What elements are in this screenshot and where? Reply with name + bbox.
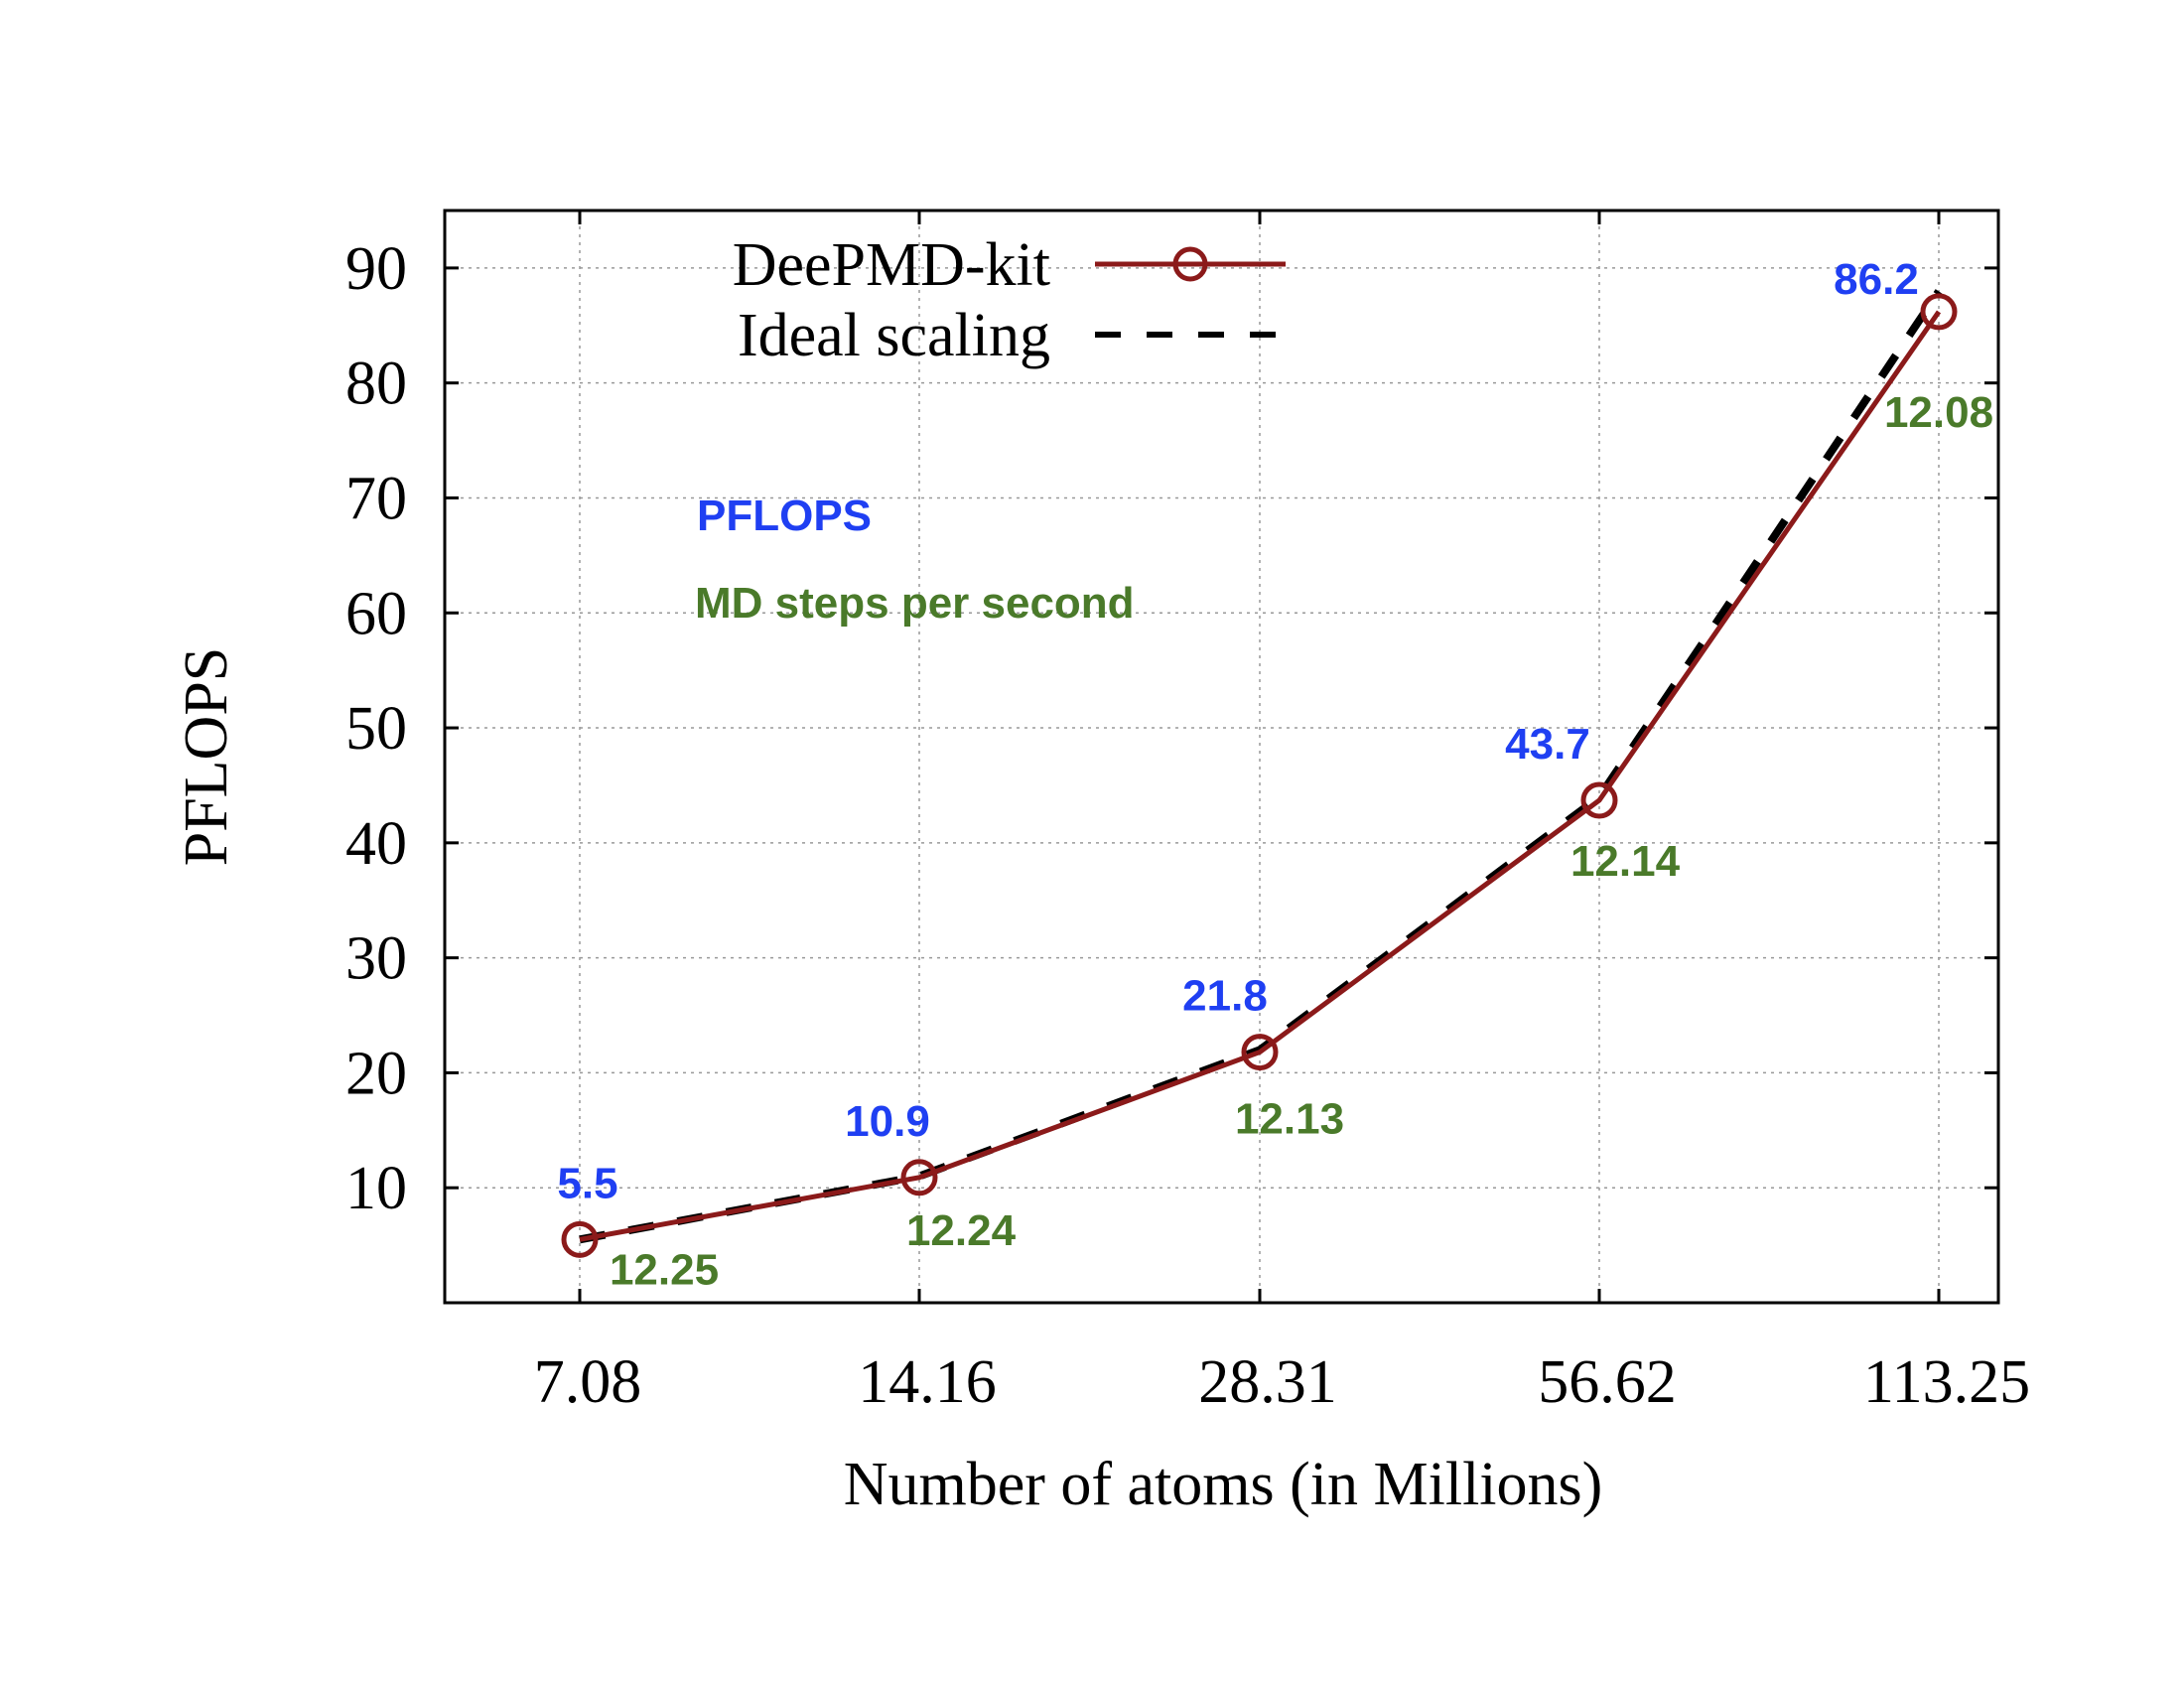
x-tick-label: 113.25 [1863, 1348, 2030, 1416]
y-tick-label: 60 [345, 580, 407, 647]
md-steps-value-label: 12.25 [610, 1245, 719, 1294]
y-axis-title: PFLOPS [173, 647, 240, 867]
plot-frame [443, 209, 2000, 1305]
legend-label-deepmd: DeePMD-kit [733, 231, 1050, 299]
legend-swatch-deepmd-marker [1172, 246, 1208, 282]
pflops-value-label: 21.8 [1182, 972, 1268, 1021]
data-point-deepmd-kit [1241, 1034, 1279, 1071]
legend-label-ideal: Ideal scaling [738, 302, 1050, 369]
y-tick-label: 10 [345, 1155, 407, 1222]
x-axis-title: Number of atoms (in Millions) [844, 1451, 1603, 1518]
y-tick-label: 30 [345, 925, 407, 993]
data-point-deepmd-kit [561, 1220, 599, 1258]
md-steps-value-label: 12.08 [1884, 388, 1993, 437]
x-tick-label: 14.16 [858, 1348, 997, 1416]
axis-ticks: 10 20 30 40 50 60 70 80 90 7.08 14.16 28.31 56.62 113… [345, 211, 2030, 1416]
x-tick-label: 56.62 [1538, 1348, 1677, 1416]
y-tick-label: 80 [345, 351, 407, 418]
x-tick-label: 7.08 [534, 1348, 642, 1416]
series-line-deepmd-kit [579, 310, 1942, 1242]
legend: DeePMD-kit Ideal scaling [733, 231, 1286, 369]
data-point-deepmd-kit [1920, 293, 1958, 331]
data-labels: 5.5 10.9 21.8 43.7 86.2 12.25 12.24 12.13 12.14 1… [557, 255, 1993, 1294]
y-tick-label: 40 [345, 810, 407, 878]
pflops-value-label: 5.5 [557, 1159, 617, 1207]
annotation-md-steps: MD steps per second [695, 579, 1135, 628]
md-steps-value-label: 12.13 [1235, 1095, 1344, 1144]
data-point-deepmd-kit [900, 1159, 938, 1196]
pflops-value-label: 86.2 [1834, 255, 1919, 304]
md-steps-value-label: 12.14 [1570, 837, 1681, 886]
pflops-value-label: 43.7 [1505, 720, 1590, 769]
x-tick-label: 28.31 [1198, 1348, 1337, 1416]
pflops-value-label: 10.9 [845, 1097, 930, 1146]
grid [445, 211, 1998, 1303]
y-tick-label: 20 [345, 1040, 407, 1107]
y-tick-label: 50 [345, 695, 407, 763]
y-tick-label: 90 [345, 235, 407, 303]
data-point-deepmd-kit [1580, 781, 1618, 819]
series-layer [561, 289, 1958, 1258]
y-tick-label: 70 [345, 465, 407, 532]
annotation-pflops: PFLOPS [697, 492, 872, 540]
md-steps-value-label: 12.24 [906, 1206, 1017, 1255]
